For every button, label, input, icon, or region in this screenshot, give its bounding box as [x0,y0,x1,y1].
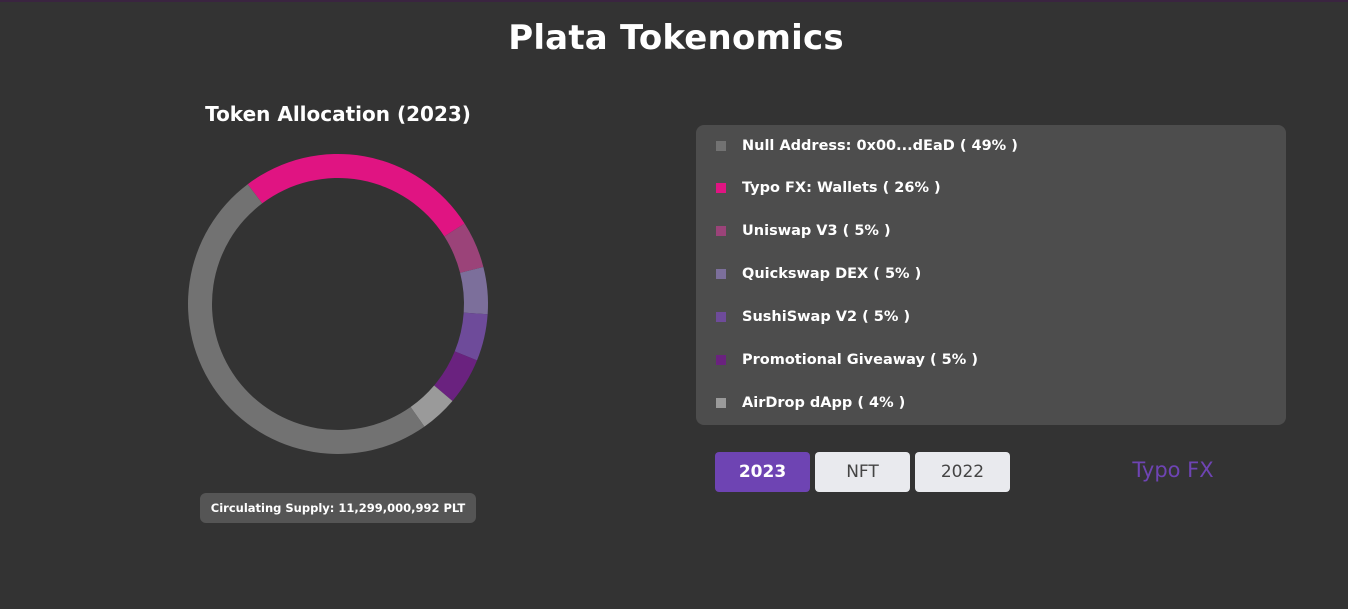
legend-label: SushiSwap V2 ( 5% ) [742,309,911,325]
top-border-line [0,0,1348,2]
legend-item-quickswap-dex: Quickswap DEX ( 5% ) [716,264,921,284]
legend-swatch [716,269,726,279]
donut-slice-quickswap-dex[interactable] [460,267,488,315]
donut-slice-promotional-giveaway[interactable] [434,351,477,401]
legend-swatch [716,312,726,322]
legend-item-null-address: Null Address: 0x00...dEaD ( 49% ) [716,136,1018,156]
legend-item-airdrop-dapp: AirDrop dApp ( 4% ) [716,393,905,413]
token-allocation-donut-chart [188,154,488,454]
legend-item-uniswap-v3: Uniswap V3 ( 5% ) [716,221,891,241]
legend-item-sushiswap-v2: SushiSwap V2 ( 5% ) [716,307,910,327]
legend-label: Quickswap DEX ( 5% ) [742,266,922,282]
donut-slice-typo-fx-wallets[interactable] [247,154,465,237]
donut-slice-uniswap-v3[interactable] [444,223,484,273]
legend-swatch [716,226,726,236]
donut-slice-airdrop-dapp[interactable] [410,385,453,427]
legend-label: Promotional Giveaway ( 5% ) [742,352,978,368]
tab-nft[interactable]: NFT [815,452,910,492]
legend-label: Uniswap V3 ( 5% ) [742,223,891,239]
typo-fx-link[interactable]: Typo FX [1132,458,1214,482]
tab-2023[interactable]: 2023 [715,452,810,492]
legend-swatch [716,398,726,408]
legend-swatch [716,183,726,193]
donut-slice-sushiswap-v2[interactable] [454,312,488,361]
donut-slice-null-address-0x00-dead[interactable] [188,184,425,454]
circulating-supply-badge: Circulating Supply: 11,299,000,992 PLT [200,493,476,523]
chart-title: Token Allocation (2023) [205,102,471,126]
legend-item-promotional-giveaway: Promotional Giveaway ( 5% ) [716,350,978,370]
legend-label: Typo FX: Wallets ( 26% ) [742,180,941,196]
legend-panel: Null Address: 0x00...dEaD ( 49% ) Typo F… [696,125,1286,425]
legend-swatch [716,141,726,151]
legend-item-typo-fx-wallets: Typo FX: Wallets ( 26% ) [716,178,941,198]
tab-2022[interactable]: 2022 [915,452,1010,492]
page-title: Plata Tokenomics [508,18,844,58]
legend-swatch [716,355,726,365]
legend-label: AirDrop dApp ( 4% ) [742,395,906,411]
legend-label: Null Address: 0x00...dEaD ( 49% ) [742,138,1018,154]
